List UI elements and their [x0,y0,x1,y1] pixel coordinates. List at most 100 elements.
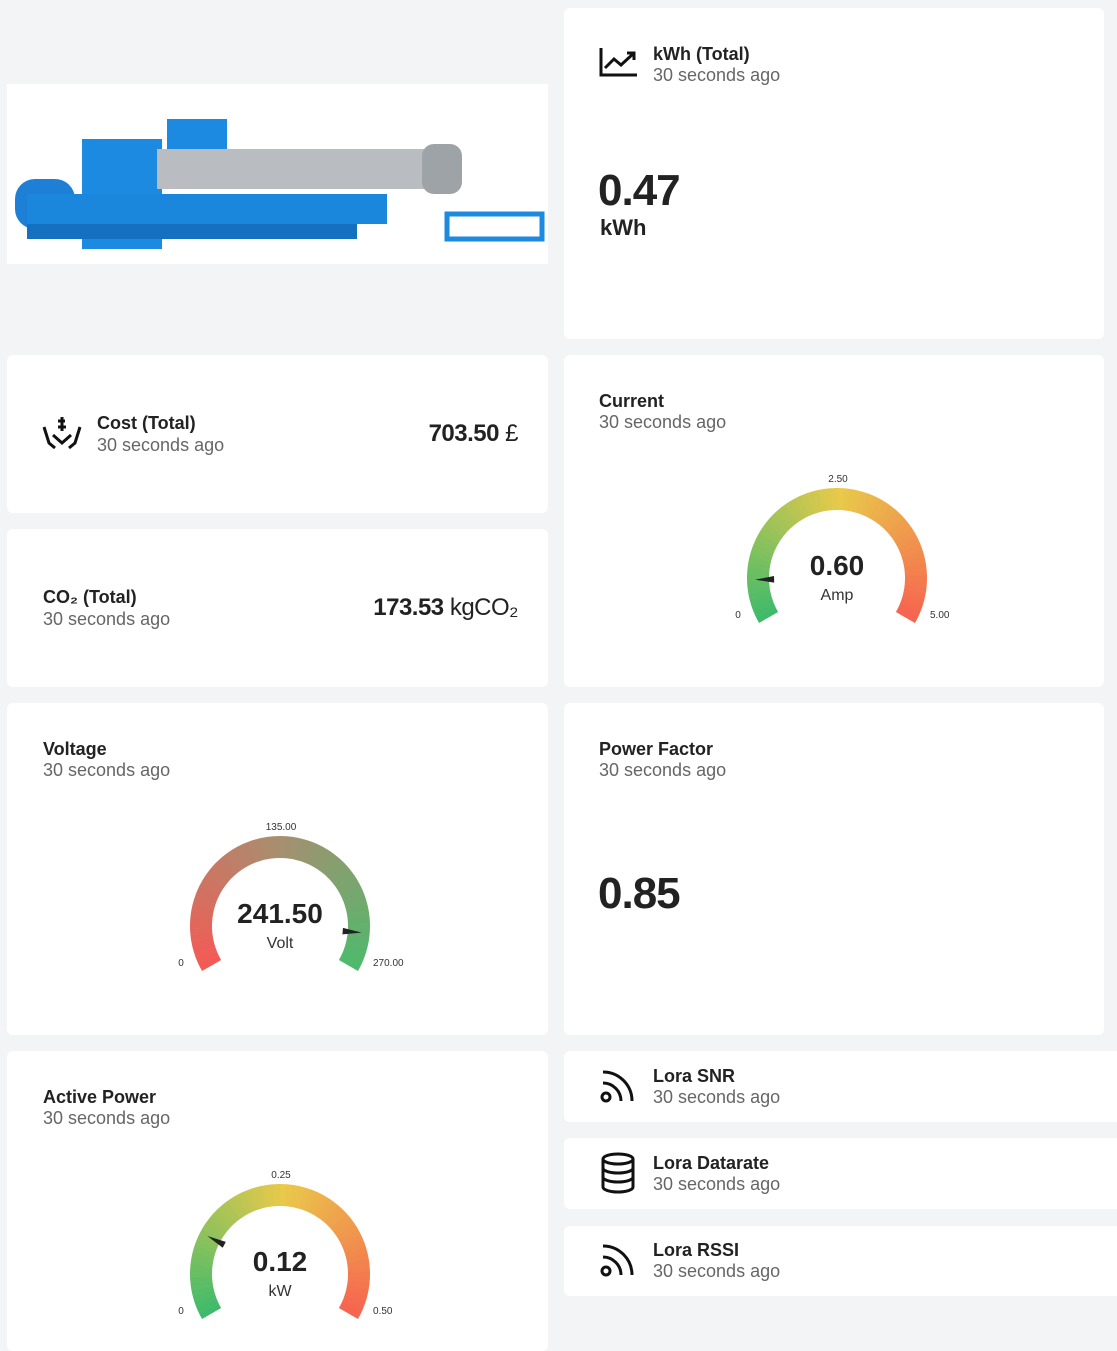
gauge-arc [215,1225,218,1230]
gauge-max-label: 5.00 [930,610,950,621]
gauge-arc [358,1260,359,1266]
gauge-arc [205,896,207,901]
chart-icon [599,46,639,78]
gauge-arc [218,873,222,877]
gauge-arc [291,848,297,849]
gauge-unit: Volt [267,935,294,952]
gauge-arc [207,955,209,960]
gauge-arc [307,1200,312,1202]
gauge-arc [815,501,821,502]
gauge-arc [202,907,203,913]
gauge-arc [910,548,912,553]
gauge-arc [760,597,762,603]
gauge-arc [221,1217,225,1221]
gauge-unit: kW [268,1283,292,1300]
gauge-arc [201,1282,202,1288]
gauge-arc [269,1195,275,1196]
gauge-arc [225,1213,229,1217]
value-number: 703.50 [429,420,499,447]
gauge-arc [762,602,764,607]
barrel [157,149,427,189]
gauge-arc [355,1250,357,1256]
gauge-arc [791,511,796,514]
gauge-arc [342,877,345,882]
gauge-arc [269,847,275,848]
gauge-arc [202,939,203,945]
gauge-arc [355,1293,357,1299]
gauge-arc [326,1210,331,1214]
gauge-arc [351,956,353,961]
value: 703.50 £ [429,420,518,448]
gauge-arc [826,499,832,500]
gauge-arc [848,500,854,501]
gauge-mid-label: 135.00 [266,822,297,833]
gauge-arc [243,1202,248,1205]
gauge-arc [358,934,359,940]
gauge-arc [766,612,769,617]
gauge-arc [342,1225,345,1230]
gauge-arc [905,613,908,618]
gauge-arc [759,591,760,597]
gauge-mid-label: 0.25 [271,1170,291,1181]
gauge-arc [238,856,243,859]
gauge-arc [258,1197,264,1198]
gauge-arc [353,1244,355,1249]
gauge-arc [218,1221,222,1225]
gauge-arc [326,862,331,866]
unit: kgCO₂ [450,594,518,621]
gauge-arc [902,534,905,539]
co2-card: CO₂ (Total) 30 seconds ago 173.53 kgCO₂ [7,529,548,687]
value: 0.47 [598,166,680,216]
gauge-arc [759,559,760,565]
gauge-arc [317,856,322,859]
gauge-arc [888,517,892,521]
gauge-arc [869,506,874,509]
base [27,224,357,239]
gauge-value: 0.60 [810,550,865,581]
gauge-arc [899,529,902,534]
gauge-arc [772,529,775,534]
gauge-arc [908,608,910,613]
gauge-arc [201,912,202,918]
card-title: Power Factor [599,739,713,760]
gauge-arc [910,602,912,607]
gauge-arc [348,1309,351,1314]
money-icon [41,415,83,451]
gauge-arc [805,504,810,506]
timestamp: 30 seconds ago [43,609,170,630]
gauge-arc [912,554,914,560]
gauge-arc [207,1303,209,1308]
gauge-arc [762,548,764,553]
frame [27,194,387,224]
gauge-arc [879,511,884,514]
gauge-arc [345,1230,348,1235]
gauge-arc [355,902,357,908]
gauge-arc [229,862,234,866]
gauge-arc [786,514,791,518]
gauge-arc [286,847,292,848]
gauge-arc [351,1304,353,1309]
card-title: kWh (Total) [653,44,750,65]
gauge-arc [782,517,786,521]
gauge-arc [253,850,259,852]
gauge-arc [207,891,209,896]
signal-icon [600,1242,636,1278]
gauge-arc [312,1202,317,1205]
gauge-arc [810,502,816,504]
timestamp: 30 seconds ago [97,435,224,456]
gauge-arc [201,1260,202,1266]
gauge-arc [912,597,914,603]
gauge-arc [908,543,910,548]
gauge-unit: Amp [821,587,854,604]
gauge-arc [264,848,270,849]
gauge-arc [253,1198,259,1200]
gauge-arc [914,559,915,565]
timestamp: 30 seconds ago [599,760,726,781]
gauge-arc [322,1207,327,1210]
gauge-max-label: 0.50 [373,1306,393,1317]
gauge-arc [357,1255,358,1261]
gauge-min-label: 0 [735,610,741,621]
gauge-arc [203,1249,205,1255]
gauge-arc [207,1239,209,1244]
